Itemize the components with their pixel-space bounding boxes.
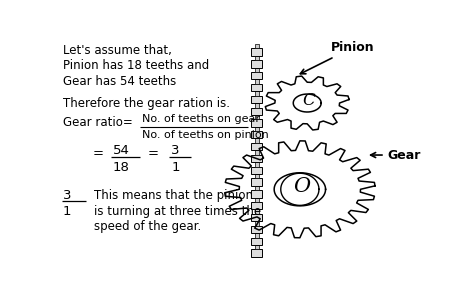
Polygon shape [255,68,259,72]
Text: This means that the pinion: This means that the pinion [94,189,253,202]
Polygon shape [251,143,263,150]
Text: O: O [293,177,310,196]
Polygon shape [255,174,259,178]
Text: =: = [147,147,158,160]
Polygon shape [255,221,259,226]
Text: C: C [303,92,315,109]
Text: 1: 1 [171,161,180,174]
Polygon shape [251,131,263,138]
Polygon shape [255,198,259,202]
Polygon shape [255,103,259,107]
Polygon shape [251,190,263,198]
Text: Let's assume that,: Let's assume that, [63,44,172,57]
Polygon shape [255,115,259,119]
Polygon shape [251,178,263,186]
Polygon shape [251,167,263,174]
Polygon shape [255,138,259,143]
Polygon shape [251,214,263,221]
Polygon shape [255,44,259,49]
Text: Pinion has 18 teeths and: Pinion has 18 teeths and [63,59,209,72]
Text: =: = [92,147,103,160]
Text: 54: 54 [112,144,129,157]
Polygon shape [255,80,259,84]
Text: 1: 1 [63,205,72,218]
Text: is turning at three times the: is turning at three times the [94,205,261,218]
Polygon shape [251,238,263,245]
Text: Gear has 54 teeths: Gear has 54 teeths [63,75,176,88]
Polygon shape [255,233,259,238]
Text: No. of teeths on pinion: No. of teeths on pinion [142,130,269,140]
Polygon shape [251,96,263,103]
Polygon shape [251,202,263,209]
Polygon shape [251,249,263,257]
Polygon shape [251,60,263,68]
Polygon shape [255,209,259,214]
Polygon shape [255,150,259,155]
Text: No. of teeths on gear: No. of teeths on gear [142,114,260,124]
Text: 3: 3 [171,144,180,157]
Text: speed of the gear.: speed of the gear. [94,220,201,233]
Text: Pinion: Pinion [301,41,375,74]
Text: Gear ratio=: Gear ratio= [63,116,133,129]
Polygon shape [251,49,263,56]
Polygon shape [251,72,263,80]
Text: 18: 18 [112,161,129,174]
Polygon shape [255,186,259,190]
Polygon shape [255,91,259,96]
Polygon shape [255,127,259,131]
Polygon shape [255,56,259,60]
Polygon shape [251,119,263,127]
Polygon shape [251,84,263,91]
Text: Gear: Gear [371,149,421,161]
Polygon shape [251,155,263,162]
Polygon shape [251,226,263,233]
Text: 3: 3 [63,189,72,202]
Polygon shape [251,107,263,115]
Polygon shape [255,162,259,167]
Polygon shape [255,245,259,249]
Text: Therefore the gear ration is.: Therefore the gear ration is. [63,97,230,110]
